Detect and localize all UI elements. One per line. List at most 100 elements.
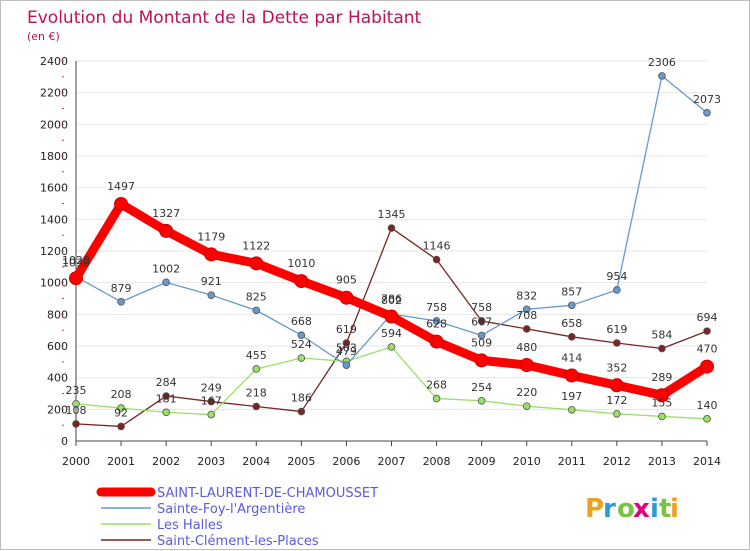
logo-letter: i [670,494,679,524]
x-tick-label: 2004 [242,455,270,468]
data-point [613,286,621,294]
y-tick-label: 2000 [40,118,68,131]
x-tick-label: 2009 [468,455,496,468]
data-label: 825 [246,290,267,303]
data-point [252,402,261,411]
data-label: 172 [606,394,627,407]
data-label: 480 [516,341,537,354]
data-label: 879 [111,282,132,295]
data-label: 802 [381,294,402,307]
data-point [384,309,399,324]
data-point [567,333,576,341]
data-point [703,415,711,423]
data-point [613,409,621,418]
data-label: 668 [291,315,312,328]
data-label: 208 [111,388,132,401]
data-point [432,255,441,264]
x-tick-label: 2014 [693,455,721,468]
data-point [658,412,666,421]
data-point [294,274,309,289]
data-label: 1028 [62,254,90,267]
data-point [297,407,306,416]
data-label: 758 [471,301,492,314]
x-tick-label: 2005 [287,455,315,468]
data-point [162,392,170,400]
data-point [117,298,125,306]
logo-letter: t [659,494,671,524]
y-tick-label: 400 [47,372,68,385]
data-point [297,354,306,362]
data-label: 1345 [378,208,406,221]
data-label: 197 [561,390,582,403]
data-label: 220 [516,386,537,399]
data-point [387,224,396,232]
data-point [522,325,531,333]
data-point [703,108,711,117]
data-label: 2073 [693,93,721,106]
y-tick-label: 800 [47,308,68,321]
data-label: 218 [246,386,267,399]
data-label: 1179 [197,230,225,243]
data-point [117,422,125,431]
data-label: 284 [156,376,177,389]
data-point [252,365,261,373]
y-tick-label: 0 [61,435,68,448]
data-point [297,331,306,340]
data-label: 524 [291,338,312,351]
data-label: 694 [697,311,718,324]
data-label: 619 [336,323,357,336]
data-label: 167 [201,395,222,408]
data-label: 594 [381,327,402,340]
data-point [432,317,441,325]
data-label: 619 [606,323,627,336]
proxiti-logo: Pr ox i ti [585,494,679,524]
axes: 0 200 400 600 800 1000 1200 1400 1600 1800 2000 220… [40,55,721,468]
data-label: 1146 [423,240,451,253]
x-tick-label: 2002 [152,455,180,468]
data-point [658,344,666,353]
data-point [162,278,170,287]
data-label: 1327 [152,207,180,220]
data-point [207,397,216,406]
data-label: 2306 [648,56,676,69]
data-point [567,406,576,414]
data-label: 470 [697,343,718,356]
data-point [342,339,351,347]
x-tick-label: 2006 [332,455,360,468]
x-tick-label: 2012 [603,455,631,468]
data-point [429,334,444,349]
data-point [522,402,531,410]
logo-letter: o [617,494,635,524]
data-label: 658 [561,317,582,330]
data-label: 1038 [62,257,90,270]
data-label: 414 [561,351,582,364]
chart-subtitle: (en €) [27,30,60,43]
data-label: 181 [156,392,177,405]
data-point [519,358,534,372]
data-label: 108 [66,404,87,417]
y-tick-label: 1600 [40,182,68,195]
data-label: 155 [651,396,672,409]
data-point [609,378,624,393]
data-point [432,394,441,403]
data-point [522,305,531,314]
data-point [564,368,579,383]
y-tick-label: 1200 [40,245,68,258]
data-point [69,271,83,286]
y-tick-label: 1400 [40,213,68,226]
data-point [72,399,80,408]
data-label: 758 [426,301,447,314]
data-label: 235 [66,384,87,397]
data-point [613,339,621,347]
data-point [339,290,354,305]
data-point [117,404,125,412]
data-label: 455 [246,349,267,362]
data-point [162,408,170,417]
legend-label: SAINT-LAURENT-DE-CHAMOUSSET [157,486,378,501]
y-tick-label: 2200 [40,87,68,100]
data-point [252,306,261,315]
legend-label: Les Halles [157,518,223,533]
data-label: 708 [516,309,537,322]
data-point [387,343,396,351]
